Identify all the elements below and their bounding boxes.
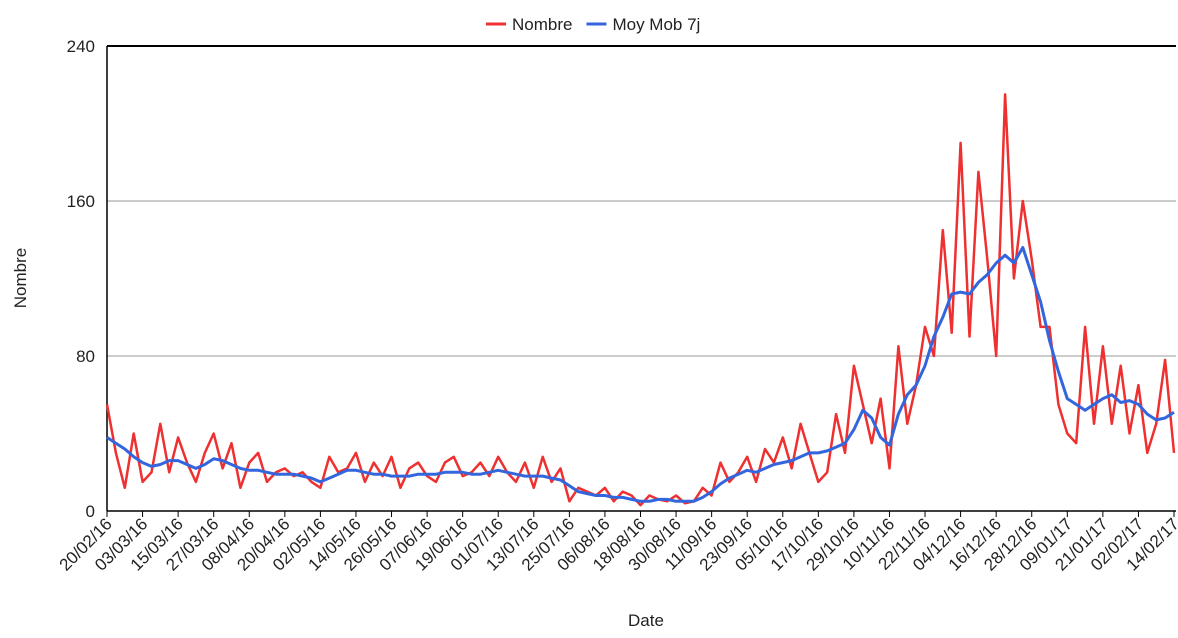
y-axis-title: Nombre xyxy=(11,248,30,308)
y-tick-label: 240 xyxy=(67,37,95,56)
legend-label: Nombre xyxy=(512,15,572,34)
series-line xyxy=(105,93,1176,507)
y-tick-label: 160 xyxy=(67,192,95,211)
y-tick-label: 0 xyxy=(86,502,95,521)
series-line xyxy=(106,246,1175,503)
y-tick-label: 80 xyxy=(76,347,95,366)
legend-label: Moy Mob 7j xyxy=(612,15,700,34)
x-axis-title: Date xyxy=(628,611,664,630)
